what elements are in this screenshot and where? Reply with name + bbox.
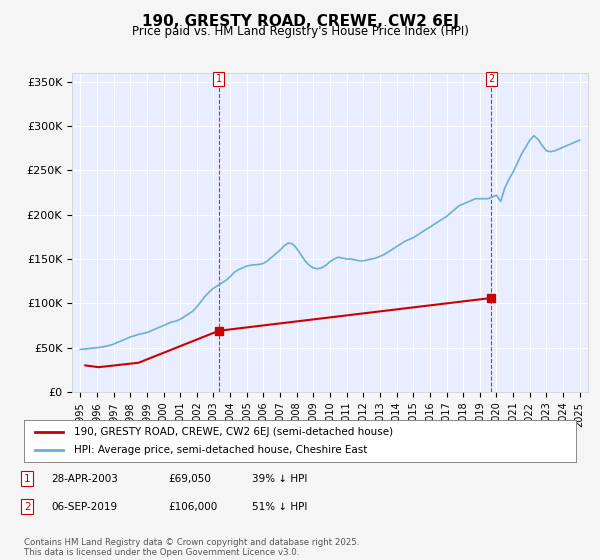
Text: £69,050: £69,050 — [168, 474, 211, 484]
Text: 28-APR-2003: 28-APR-2003 — [51, 474, 118, 484]
Text: HPI: Average price, semi-detached house, Cheshire East: HPI: Average price, semi-detached house,… — [74, 445, 367, 455]
Text: 1: 1 — [216, 74, 222, 84]
Text: Price paid vs. HM Land Registry's House Price Index (HPI): Price paid vs. HM Land Registry's House … — [131, 25, 469, 38]
Text: 06-SEP-2019: 06-SEP-2019 — [51, 502, 117, 512]
Text: 39% ↓ HPI: 39% ↓ HPI — [252, 474, 307, 484]
Text: 190, GRESTY ROAD, CREWE, CW2 6EJ: 190, GRESTY ROAD, CREWE, CW2 6EJ — [142, 14, 458, 29]
Text: 2: 2 — [488, 74, 494, 84]
Text: Contains HM Land Registry data © Crown copyright and database right 2025.
This d: Contains HM Land Registry data © Crown c… — [24, 538, 359, 557]
Text: 190, GRESTY ROAD, CREWE, CW2 6EJ (semi-detached house): 190, GRESTY ROAD, CREWE, CW2 6EJ (semi-d… — [74, 427, 393, 437]
Text: 51% ↓ HPI: 51% ↓ HPI — [252, 502, 307, 512]
Text: £106,000: £106,000 — [168, 502, 217, 512]
Text: 2: 2 — [24, 502, 31, 512]
Text: 1: 1 — [24, 474, 31, 484]
